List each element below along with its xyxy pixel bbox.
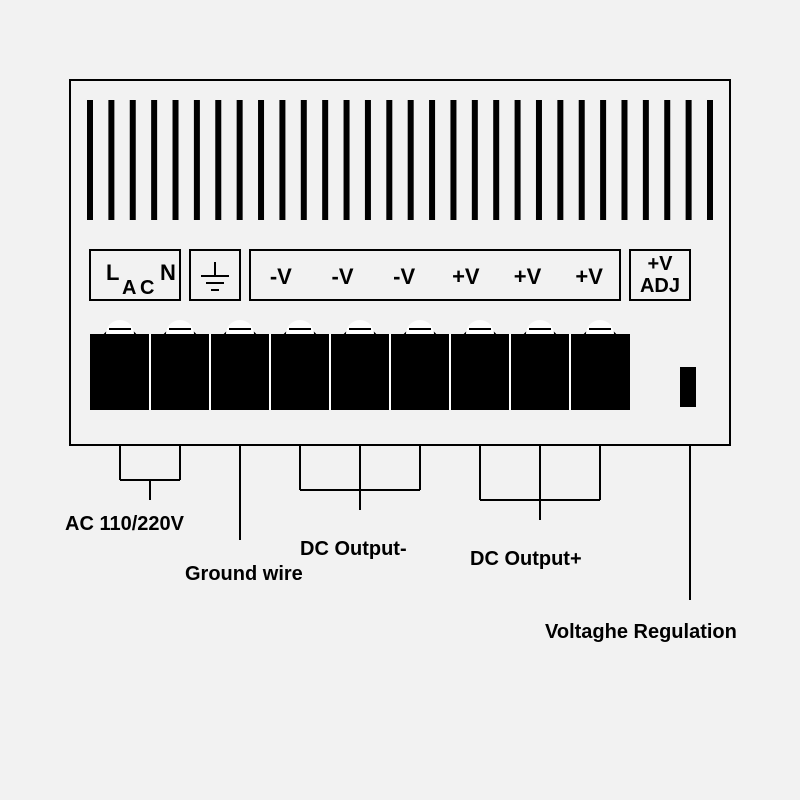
callout-vadj-label: Voltaghe Regulation bbox=[545, 621, 737, 643]
callout-dc-pos-label: DC Output+ bbox=[470, 548, 582, 570]
voltage-adj-pot bbox=[680, 367, 696, 407]
svg-text:-V: -V bbox=[332, 264, 354, 289]
svg-text:+V: +V bbox=[575, 264, 603, 289]
svg-text:+V: +V bbox=[647, 253, 673, 275]
svg-text:N: N bbox=[160, 260, 176, 285]
svg-text:ADJ: ADJ bbox=[640, 275, 680, 297]
svg-text:L: L bbox=[106, 260, 119, 285]
callout-ground-label: Ground wire bbox=[185, 563, 303, 585]
svg-text:-V: -V bbox=[270, 264, 292, 289]
terminal-block bbox=[90, 320, 630, 410]
svg-text:+V: +V bbox=[452, 264, 480, 289]
svg-text:-V: -V bbox=[393, 264, 415, 289]
svg-text:C: C bbox=[140, 277, 154, 299]
svg-text:+V: +V bbox=[514, 264, 542, 289]
callout-dc-neg-label: DC Output- bbox=[300, 538, 407, 560]
callout-ac-label: AC 110/220V bbox=[65, 513, 185, 535]
svg-text:A: A bbox=[122, 277, 136, 299]
